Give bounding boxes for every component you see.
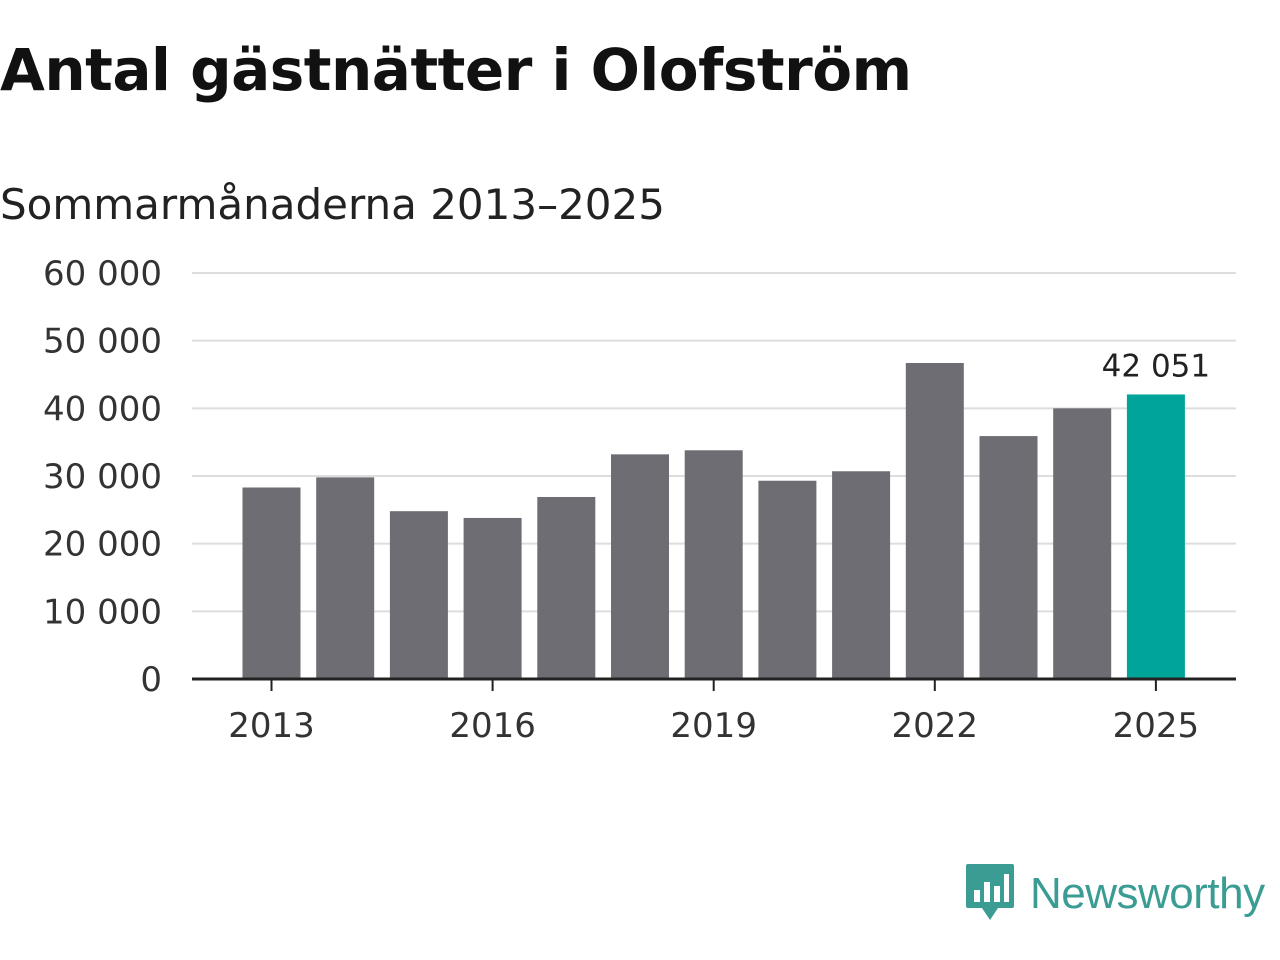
y-tick-label: 10 000 (43, 592, 162, 632)
y-tick-label: 40 000 (43, 389, 162, 429)
x-tick-label: 2019 (670, 706, 757, 746)
y-tick-label: 60 000 (43, 254, 162, 294)
bar (758, 480, 817, 679)
bars (242, 362, 1185, 679)
newsworthy-logo-icon (966, 864, 1014, 920)
bar (684, 450, 743, 679)
y-tick-label: 0 (140, 660, 162, 700)
brand: Newsworthy (964, 862, 1265, 926)
annotations: 42 051 (1102, 348, 1210, 384)
y-tick-label: 20 000 (43, 525, 162, 565)
chart-subtitle: Sommarmånaderna 2013–2025 (0, 180, 665, 229)
bar (389, 511, 448, 679)
chart-title: Antal gästnätter i Olofström (0, 36, 912, 104)
bar (979, 436, 1038, 679)
y-axis-labels: 0 10 000 20 000 30 000 40 000 50 000 60 000 (43, 254, 162, 700)
x-axis (192, 677, 1236, 691)
bar (537, 496, 596, 679)
bar (316, 477, 375, 679)
bar (1053, 408, 1112, 679)
x-tick-label: 2016 (449, 706, 536, 746)
bar (463, 517, 522, 679)
x-tick-label: 2025 (1113, 706, 1200, 746)
y-tick-label: 30 000 (43, 457, 162, 497)
bar (611, 454, 669, 679)
x-tick-label: 2013 (228, 706, 315, 746)
x-axis-labels: 2013 2016 2019 2022 2025 (228, 706, 1199, 746)
y-tick-label: 50 000 (43, 322, 162, 362)
bar (242, 487, 301, 679)
bar (905, 362, 964, 679)
bar-highlight (1126, 394, 1185, 679)
data-label-2025: 42 051 (1102, 348, 1210, 384)
bar (832, 471, 891, 679)
brand-name: Newsworthy (1030, 869, 1265, 918)
x-tick-label: 2022 (892, 706, 979, 746)
